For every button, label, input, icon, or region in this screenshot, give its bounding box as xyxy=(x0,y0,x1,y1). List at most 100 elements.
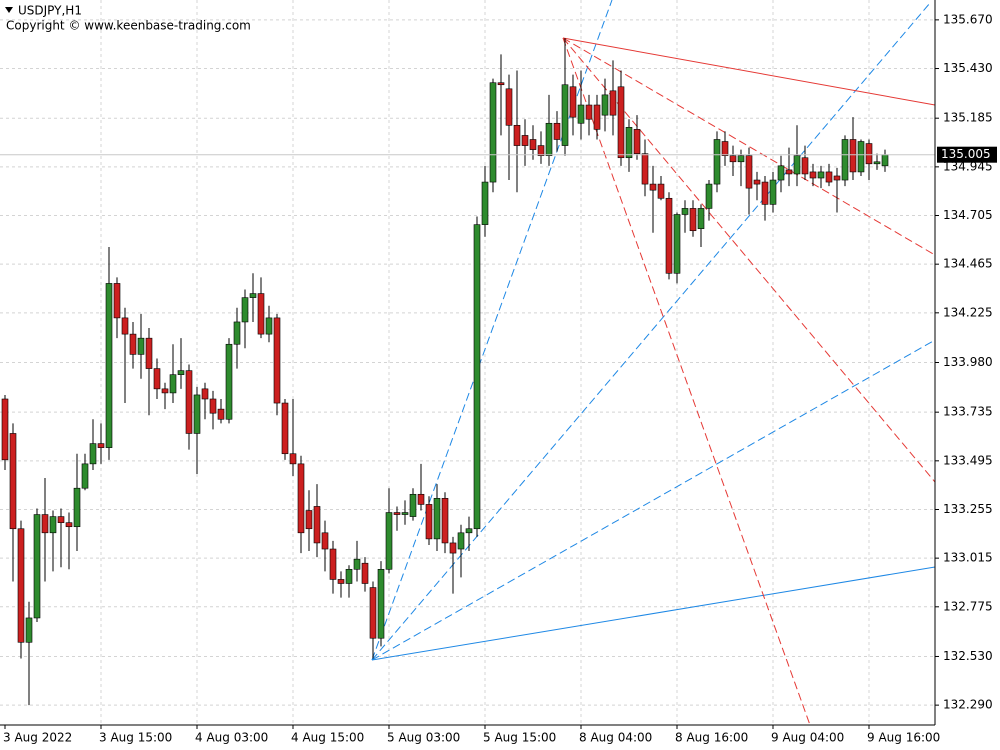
candle-body xyxy=(497,82,505,86)
x-tick-label: 3 Aug 15:00 xyxy=(99,731,172,745)
candle-body xyxy=(713,139,721,185)
candle-body xyxy=(393,512,401,515)
candle-body xyxy=(801,157,809,175)
menu-arrow[interactable] xyxy=(5,7,13,13)
candle-body xyxy=(745,155,753,189)
candle-body xyxy=(401,512,409,515)
x-tick-label: 8 Aug 04:00 xyxy=(579,731,652,745)
candle-body xyxy=(17,528,25,643)
candle-body xyxy=(305,510,313,530)
y-tick-label: 134.705 xyxy=(943,208,993,222)
y-tick-label: 134.465 xyxy=(943,257,993,271)
candle-body xyxy=(201,388,209,400)
candle-body xyxy=(377,568,385,639)
candle-body xyxy=(569,86,577,118)
candle-body xyxy=(529,139,537,150)
candle-body xyxy=(337,579,345,584)
candle-body xyxy=(633,129,641,154)
candle-body xyxy=(601,94,609,116)
candle-body xyxy=(209,398,217,414)
candle-body xyxy=(641,153,649,185)
candle-body xyxy=(657,183,665,199)
candle-body xyxy=(425,504,433,540)
candle-body xyxy=(457,532,465,550)
candle-body xyxy=(809,171,817,179)
x-tick-label: 4 Aug 03:00 xyxy=(195,731,268,745)
candle-body xyxy=(465,528,473,534)
candle-body xyxy=(329,548,337,580)
candle-body xyxy=(769,179,777,205)
candle-body xyxy=(273,317,281,404)
y-tick-label: 133.495 xyxy=(943,453,993,467)
candle-body xyxy=(673,214,681,274)
last-price-label: 135.005 xyxy=(941,147,991,161)
x-tick-label: 3 Aug 2022 xyxy=(3,731,72,745)
y-tick-label: 135.670 xyxy=(943,12,993,26)
candle-body xyxy=(233,321,241,345)
candle-body xyxy=(593,104,601,130)
candle-body xyxy=(753,179,761,185)
candle-body xyxy=(737,155,745,163)
x-tick-label: 9 Aug 16:00 xyxy=(867,731,940,745)
candle-body xyxy=(689,208,697,232)
candle-body xyxy=(441,498,449,544)
chart-title: USDJPY,H1 xyxy=(18,4,82,18)
candle-body xyxy=(609,90,617,116)
candle-body xyxy=(617,86,625,159)
fan-lines xyxy=(371,0,936,726)
axis-background xyxy=(0,725,935,750)
candle-body xyxy=(505,88,513,126)
y-tick-label: 132.775 xyxy=(943,599,993,613)
candle-body xyxy=(361,562,369,584)
candle-body xyxy=(33,514,41,619)
candle-body xyxy=(313,506,321,544)
candle-body xyxy=(241,297,249,323)
candle-body xyxy=(817,171,825,179)
candle-body xyxy=(25,617,33,643)
candle-body xyxy=(321,532,329,550)
candle-body xyxy=(577,104,585,124)
candle-body xyxy=(681,208,689,215)
candle-body xyxy=(849,139,857,173)
y-tick-label: 134.225 xyxy=(943,305,993,319)
candle-body xyxy=(785,169,793,175)
candle-body xyxy=(417,493,425,505)
candle-body xyxy=(225,343,233,420)
candle-body xyxy=(777,165,785,181)
candle-body xyxy=(833,175,841,181)
candle-body xyxy=(481,181,489,225)
candle-body xyxy=(561,84,569,146)
x-tick-label: 5 Aug 15:00 xyxy=(483,731,556,745)
chart-subtitle: Copyright © www.keenbase-trading.com xyxy=(6,19,251,33)
candle-body xyxy=(841,139,849,181)
candle-body xyxy=(161,388,169,394)
fan-line xyxy=(562,37,936,483)
candle-body xyxy=(345,568,353,584)
candle-body xyxy=(265,317,273,335)
candle-body xyxy=(57,516,65,523)
fan-line xyxy=(371,566,936,661)
fan-line xyxy=(562,37,811,726)
candle-body xyxy=(409,493,417,517)
candle-body xyxy=(137,337,145,355)
candle-body xyxy=(721,141,729,157)
candle-body xyxy=(385,512,393,570)
candle-body xyxy=(433,498,441,540)
axis-background xyxy=(935,0,1000,750)
candle-body xyxy=(793,155,801,175)
last-price-box xyxy=(937,146,997,163)
candle-body xyxy=(217,408,225,420)
candle-body xyxy=(41,514,49,534)
candle-body xyxy=(177,370,185,375)
candle-body xyxy=(473,224,481,530)
y-tick-label: 133.735 xyxy=(943,405,993,419)
candle-body xyxy=(761,181,769,205)
candle-body xyxy=(873,161,881,165)
candle-body xyxy=(1,398,9,461)
candle-body xyxy=(153,368,161,390)
candle-body xyxy=(353,558,361,570)
candle-body xyxy=(545,122,553,157)
grid xyxy=(0,0,935,725)
fan-line xyxy=(371,0,613,661)
